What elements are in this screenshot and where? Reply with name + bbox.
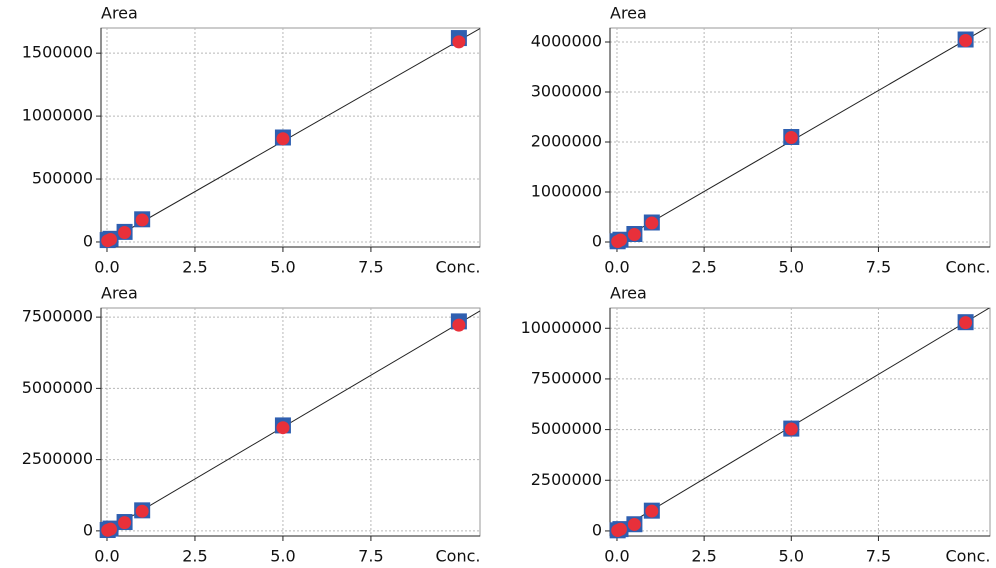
- marker-circle: [135, 213, 149, 227]
- marker-circle: [627, 517, 641, 531]
- marker-circle: [645, 504, 659, 518]
- x-tick-label: 2.5: [182, 547, 207, 566]
- x-tick-label: 5.0: [779, 547, 804, 566]
- marker-circle: [613, 522, 627, 536]
- y-tick-label: 1000000: [22, 106, 93, 125]
- x-tick-label: 0.0: [604, 547, 629, 566]
- y-tick-label: 0: [83, 520, 93, 539]
- y-tick-label: 7500000: [22, 307, 93, 326]
- y-tick-label: 0: [83, 231, 93, 250]
- x-tick-label: 2.5: [182, 258, 207, 277]
- y-tick-label: 10000000: [521, 318, 602, 337]
- y-tick-label: 3000000: [531, 82, 602, 101]
- x-axis-label: Conc.: [946, 547, 991, 566]
- x-tick-label: 0.0: [604, 258, 629, 277]
- x-tick-label: 7.5: [866, 258, 891, 277]
- x-axis-label: Conc.: [946, 258, 991, 277]
- x-tick-label: 7.5: [358, 258, 383, 277]
- marker-circle: [627, 228, 641, 241]
- y-tick-label: 1000000: [531, 182, 602, 201]
- y-axis-label: Area: [101, 4, 138, 23]
- y-tick-label: 2500000: [531, 470, 602, 489]
- marker-circle: [645, 216, 659, 230]
- x-tick-label: 5.0: [270, 547, 295, 566]
- y-tick-label: 0: [592, 520, 602, 539]
- chart-panel: 0 1000000 2000000 3000000 4000000 0.0 2.5 5.0 7.…: [531, 4, 991, 277]
- chart-panel: 0 2500000 5000000 7500000 0.0 2.5 5.0 7.5 Area Co…: [22, 284, 481, 566]
- y-tick-label: 4000000: [531, 32, 602, 51]
- marker-circle: [959, 316, 973, 330]
- marker-circle: [104, 522, 118, 536]
- fit-line: [610, 28, 988, 247]
- marker-circle: [104, 232, 118, 246]
- marker-circle: [118, 516, 132, 530]
- x-tick-label: 0.0: [94, 547, 119, 566]
- y-tick-label: 2500000: [22, 449, 93, 468]
- x-tick-label: 5.0: [270, 258, 295, 277]
- marker-circle: [276, 132, 290, 146]
- marker-circle: [452, 35, 466, 49]
- marker-circle: [276, 421, 290, 435]
- x-axis-label: Conc.: [436, 547, 481, 566]
- marker-circle: [784, 131, 798, 144]
- y-tick-label: 5000000: [22, 378, 93, 397]
- y-tick-label: 0: [592, 232, 602, 251]
- chart-panel: 0 2500000 5000000 7500000 10000000 0.0 2.5 5.0 7…: [521, 284, 991, 566]
- chart-panel: 0 500000 1000000 1500000 0.0 2.5 5.0 7.5 Area Con…: [22, 4, 481, 277]
- y-tick-label: 2000000: [531, 132, 602, 151]
- y-axis-label: Area: [610, 4, 647, 23]
- y-axis-label: Area: [610, 284, 647, 303]
- x-tick-label: 7.5: [358, 547, 383, 566]
- y-tick-label: 1500000: [22, 43, 93, 62]
- fit-line: [610, 308, 990, 536]
- marker-circle: [613, 233, 627, 247]
- y-tick-label: 5000000: [531, 419, 602, 438]
- marker-circle: [784, 422, 798, 436]
- x-tick-label: 2.5: [691, 547, 716, 566]
- x-tick-label: 5.0: [779, 258, 804, 277]
- x-tick-label: 7.5: [866, 547, 891, 566]
- marker-circle: [135, 504, 149, 518]
- x-axis-label: Conc.: [436, 258, 481, 277]
- x-tick-label: 0.0: [94, 258, 119, 277]
- marker-circle: [118, 226, 132, 240]
- plot-frame: [609, 27, 991, 248]
- y-tick-label: 7500000: [531, 368, 602, 387]
- y-axis-label: Area: [101, 284, 138, 303]
- y-tick-label: 500000: [32, 169, 93, 188]
- marker-circle: [452, 318, 466, 332]
- x-tick-label: 2.5: [691, 258, 716, 277]
- marker-circle: [959, 34, 973, 47]
